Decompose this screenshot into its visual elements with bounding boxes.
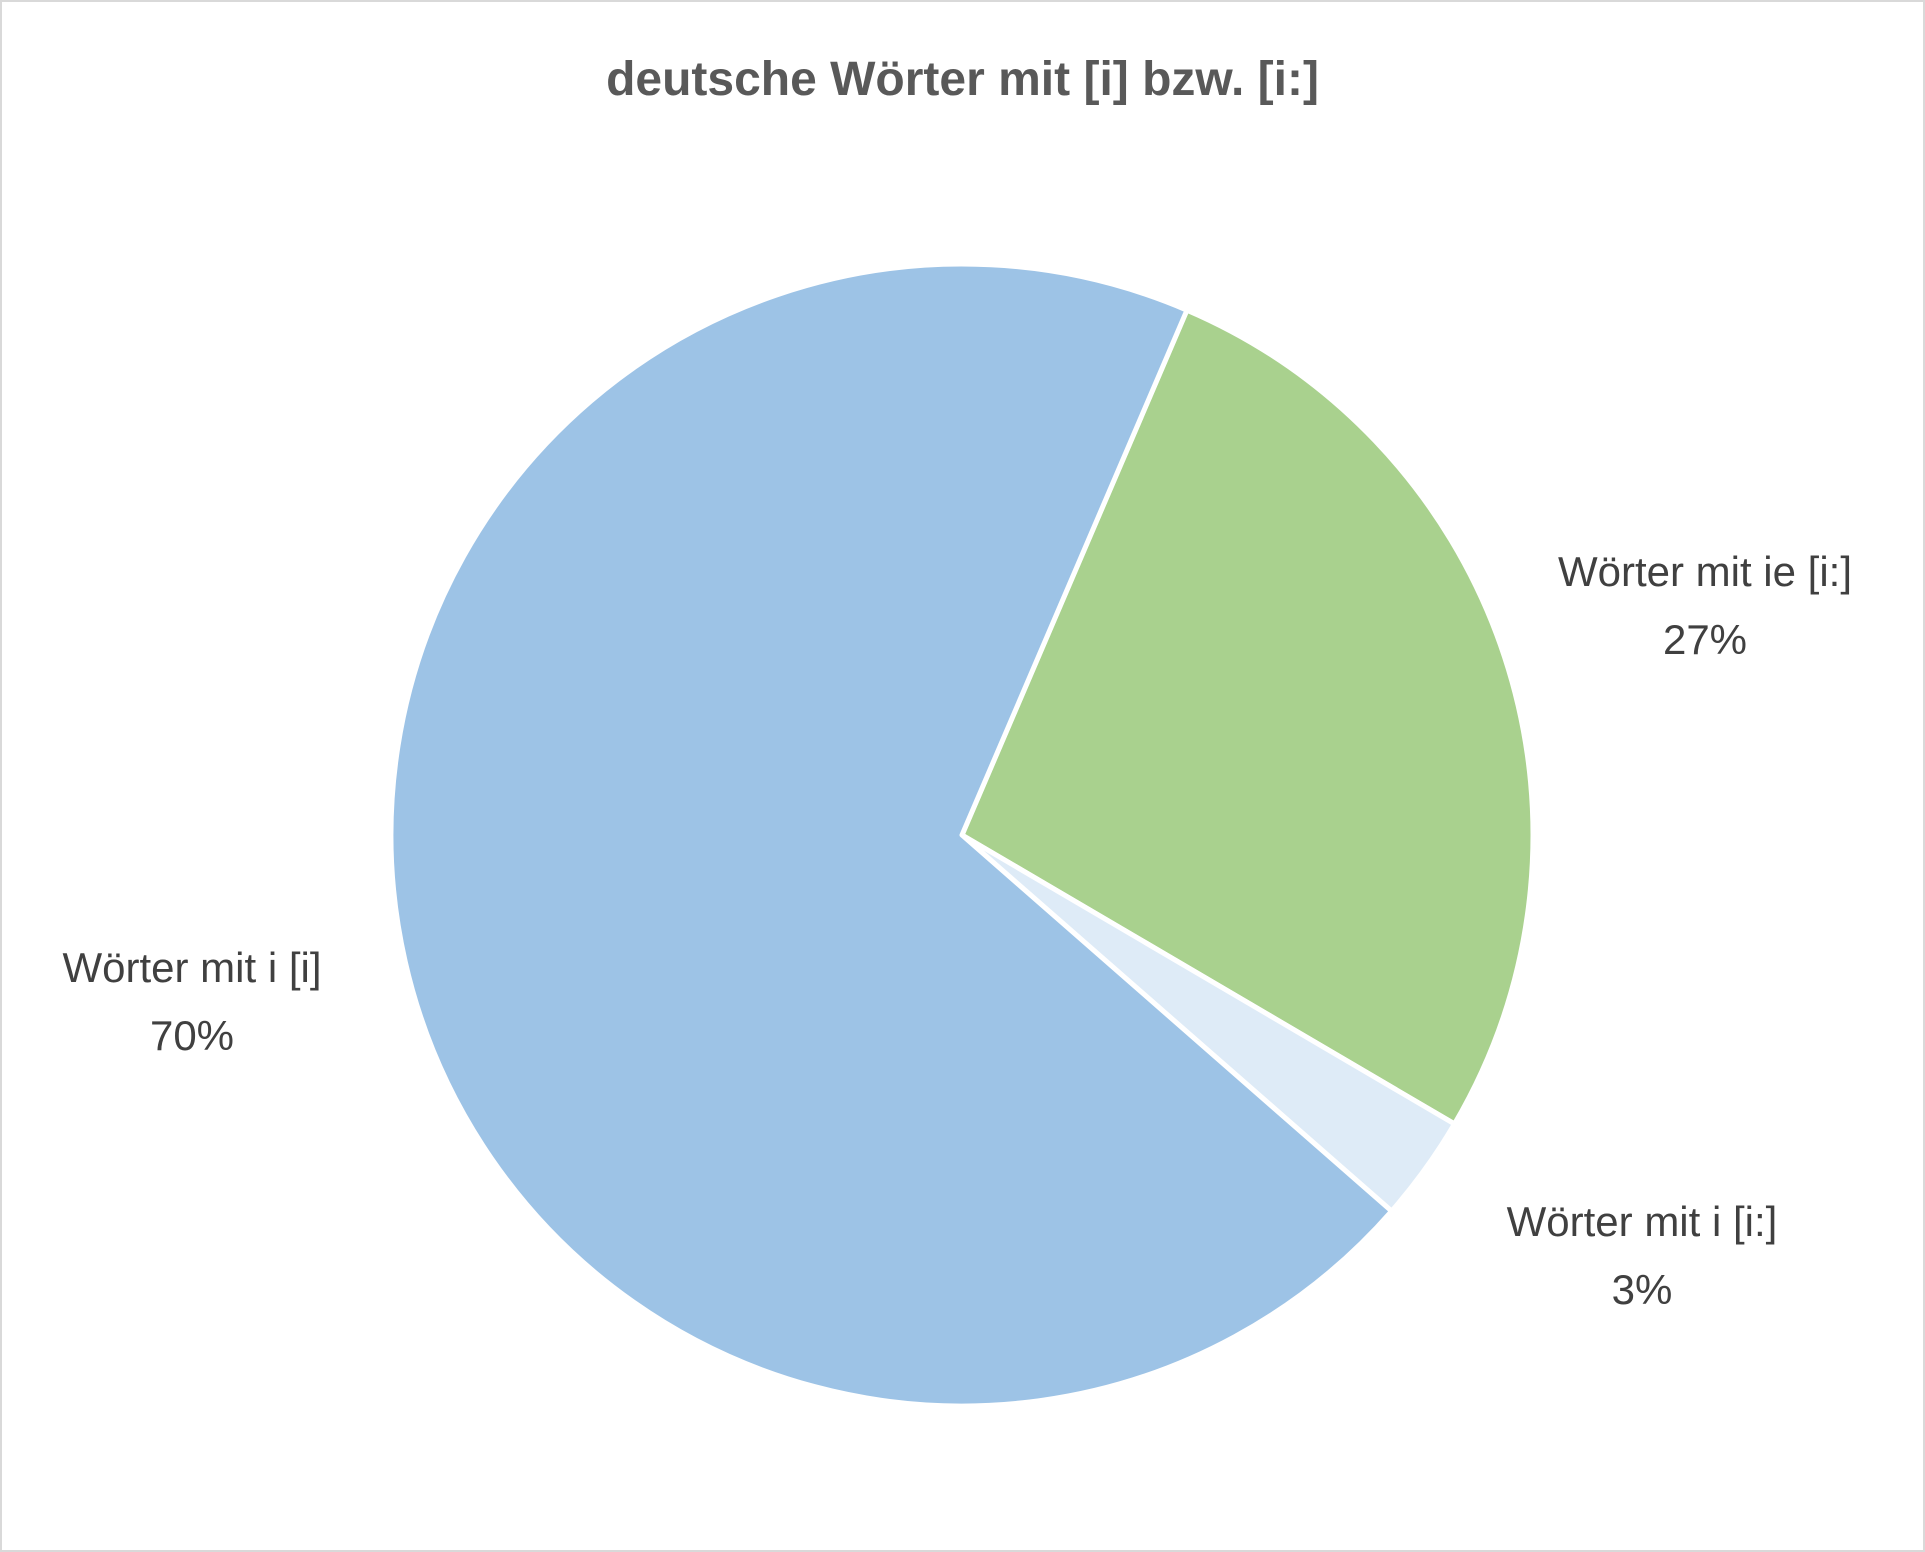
data-label: Wörter mit i [i:] 3% <box>1432 1188 1852 1324</box>
category-label: Wörter mit i [i:] <box>1506 1198 1778 1245</box>
data-label: Wörter mit ie [i:] 27% <box>1555 538 1855 674</box>
data-label: Wörter mit i [i] 70% <box>0 934 392 1070</box>
pie-slice <box>959 307 1536 1127</box>
category-label: Wörter mit ie [i:] <box>1557 548 1853 595</box>
chart-title: deutsche Wörter mit [i] bzw. [i:] <box>606 53 1319 106</box>
value-label: 27% <box>1662 616 1748 663</box>
category-label: Wörter mit i [i] <box>62 944 322 991</box>
value-label: 70% <box>149 1012 235 1059</box>
pie-slice <box>388 261 1395 1409</box>
value-label: 3% <box>1611 1266 1673 1313</box>
